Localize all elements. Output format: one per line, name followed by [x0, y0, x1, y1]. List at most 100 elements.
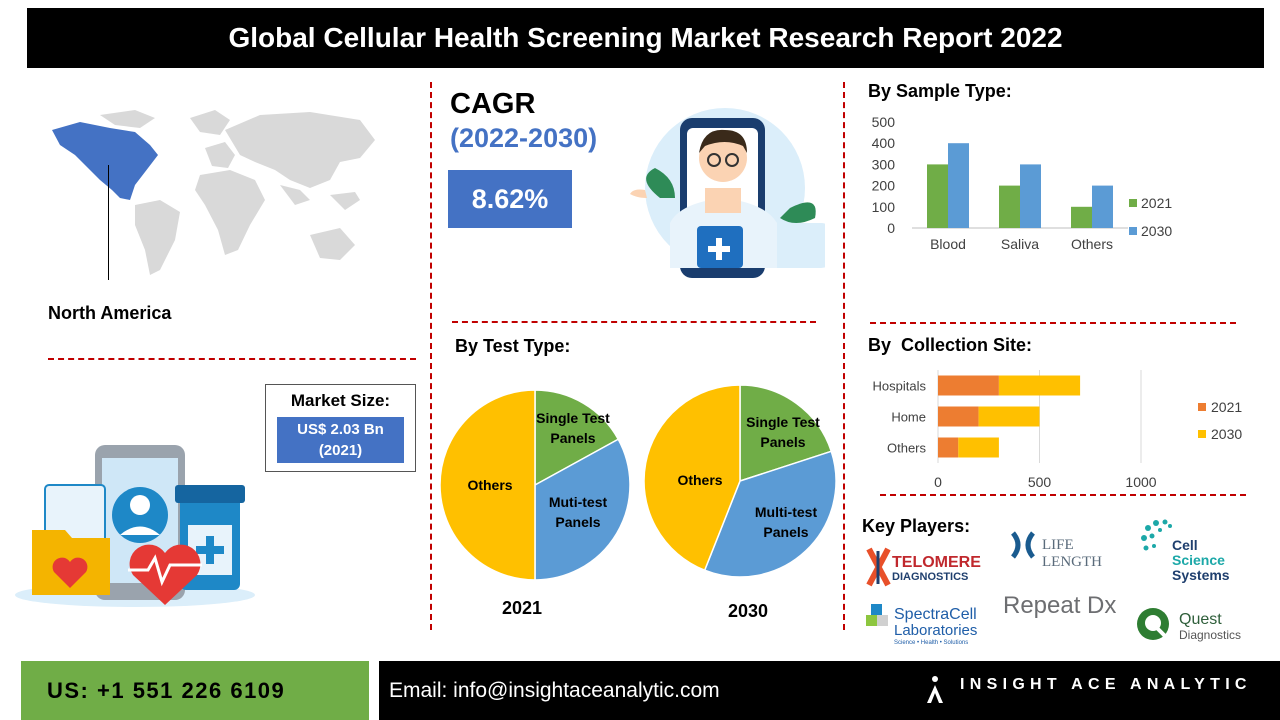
logo-spectracell-name: SpectraCell	[894, 606, 977, 623]
legend-swatch-2030	[1129, 227, 1137, 235]
divider-site	[880, 494, 1246, 496]
y-tick-label: 300	[872, 156, 896, 172]
legend-label-2021: 2021	[1211, 399, 1242, 415]
legend-label-2030: 2030	[1141, 223, 1172, 239]
test-type-pie-2030: Single Test Panels Multi-test Panels Others	[643, 384, 837, 578]
cagr-label: CAGR	[450, 88, 536, 120]
x-tick-label: 0	[934, 474, 942, 490]
pie-label: Panels	[555, 514, 600, 530]
bar-2021-blood	[927, 164, 948, 228]
divider-sample	[870, 322, 1236, 324]
world-map-icon	[52, 110, 375, 275]
divider-cagr	[452, 321, 816, 323]
pie-label: Others	[677, 472, 722, 488]
telomere-x-icon	[866, 547, 891, 587]
sample-type-chart: 0 100 200 300 400 500 Blood Saliva Others 2021 203…	[872, 114, 1173, 252]
logo-quest-name: Quest	[1179, 611, 1222, 628]
x-tick-label: Blood	[930, 236, 966, 252]
divider-left	[430, 82, 432, 630]
bar-2021-home	[938, 406, 979, 427]
pie-slice-single-test-panels	[534, 389, 620, 487]
y-tick-label: 0	[887, 220, 895, 236]
spectracell-squares-icon	[866, 604, 888, 626]
bar-2030-others	[958, 437, 999, 458]
bar-2021-others	[938, 437, 959, 458]
logo-quest: Quest Diagnostics	[1135, 606, 1250, 646]
logo-cell-science-sub1: Science	[1172, 552, 1225, 568]
bar-2021-saliva	[999, 185, 1020, 228]
logo-telomere-sub: DIAGNOSTICS	[892, 571, 969, 583]
pie-label: Others	[467, 477, 512, 493]
legend-swatch-2021	[1129, 199, 1137, 207]
bar-2021-hospitals	[938, 375, 999, 396]
legend-swatch-2021	[1198, 403, 1206, 411]
logo-repeat-dx-name: Repeat Dx	[1003, 592, 1117, 619]
divider-map	[48, 358, 416, 360]
pie-label: Multi-test	[755, 504, 818, 520]
legend-label-2021: 2021	[1141, 195, 1172, 211]
pie-label: Panels	[763, 524, 808, 540]
medical-devices-icon	[15, 445, 255, 607]
footer-email[interactable]: Email: info@insightaceanalytic.com	[379, 661, 1280, 720]
x-tick-label: 1000	[1125, 474, 1156, 490]
logo-cell-science-sub2: Systems	[1172, 567, 1230, 583]
divider-right	[843, 82, 845, 630]
logo-spectracell-sub1: Laboratories	[894, 622, 978, 639]
logo-cell-science: Cell Science Systems	[1140, 518, 1240, 584]
legend-label-2030: 2030	[1211, 426, 1242, 442]
legend-swatch-2030	[1198, 430, 1206, 438]
test-type-heading: By Test Type:	[455, 336, 571, 356]
pie-slice-muti-test-panels	[534, 438, 631, 581]
logo-quest-sub: Diagnostics	[1179, 628, 1242, 642]
logo-lifelength: LIFE LENGTH	[1010, 530, 1135, 570]
logo-spectracell: SpectraCell Laboratories Science • Healt…	[866, 602, 996, 650]
report-title: Global Cellular Health Screening Market …	[27, 8, 1264, 68]
pie-label: Muti-test	[549, 494, 608, 510]
collection-site-heading: By Collection Site:	[868, 335, 1033, 355]
cell-science-dots-icon	[1141, 519, 1172, 551]
y-tick-label: 200	[872, 178, 896, 194]
market-size-value-box: US$ 2.03 Bn (2021)	[277, 417, 404, 463]
key-players-heading: Key Players:	[862, 516, 971, 536]
cagr-period: (2022-2030)	[450, 123, 598, 153]
logo-telomere-name: TELOMERE	[892, 554, 981, 571]
logo-telomere: TELOMERE DIAGNOSTICS	[866, 546, 996, 590]
x-tick-label: Saliva	[1001, 236, 1039, 252]
footer-brand: INSIGHT ACE ANALYTIC	[960, 676, 1252, 693]
y-tick-label: Home	[891, 410, 926, 425]
brand-logo-icon	[927, 676, 943, 703]
x-tick-label: 500	[1028, 474, 1052, 490]
cagr-value: 8.62%	[448, 170, 572, 228]
logo-repeat-dx: Repeat Dx	[1003, 588, 1118, 624]
bar-2030-blood	[948, 143, 969, 228]
pie-slice-others	[643, 384, 741, 572]
bar-2030-home	[978, 406, 1040, 427]
bar-2021-others	[1071, 206, 1092, 228]
bar-2030-others	[1092, 185, 1113, 228]
bar-2030-saliva	[1020, 164, 1041, 228]
y-tick-label: Others	[887, 441, 927, 456]
test-type-pie-2021: Single Test Panels Muti-test Panels Others	[439, 389, 631, 581]
logo-spectracell-sub2: Science • Health • Solutions	[894, 640, 969, 646]
pie-slice-multi-test-panels	[703, 450, 837, 578]
pie-label: Panels	[550, 430, 595, 446]
market-size-value: US$ 2.03 Bn	[297, 421, 384, 438]
doctor-phone-icon	[630, 108, 825, 278]
lifelength-x-icon	[1010, 531, 1036, 559]
market-size-year: (2021)	[318, 442, 363, 459]
region-label: North America	[48, 303, 172, 323]
market-size-card: Market Size: US$ 2.03 Bn (2021)	[265, 384, 416, 472]
pie-slice-others	[439, 389, 536, 581]
bar-2030-hospitals	[998, 375, 1081, 396]
sample-type-heading: By Sample Type:	[868, 81, 1012, 101]
footer-phone: US: +1 551 226 6109	[21, 661, 369, 720]
pie-caption-2030: 2030	[728, 601, 769, 621]
pie-caption-2021: 2021	[502, 598, 543, 618]
market-size-label: Market Size:	[290, 391, 391, 410]
y-tick-label: Hospitals	[873, 379, 927, 394]
map-pointer-line	[108, 165, 109, 280]
y-tick-label: 400	[872, 135, 896, 151]
pie-slice-single-test-panels	[739, 384, 833, 483]
pie-label: Single Test	[536, 410, 610, 426]
x-tick-label: Others	[1071, 236, 1113, 252]
